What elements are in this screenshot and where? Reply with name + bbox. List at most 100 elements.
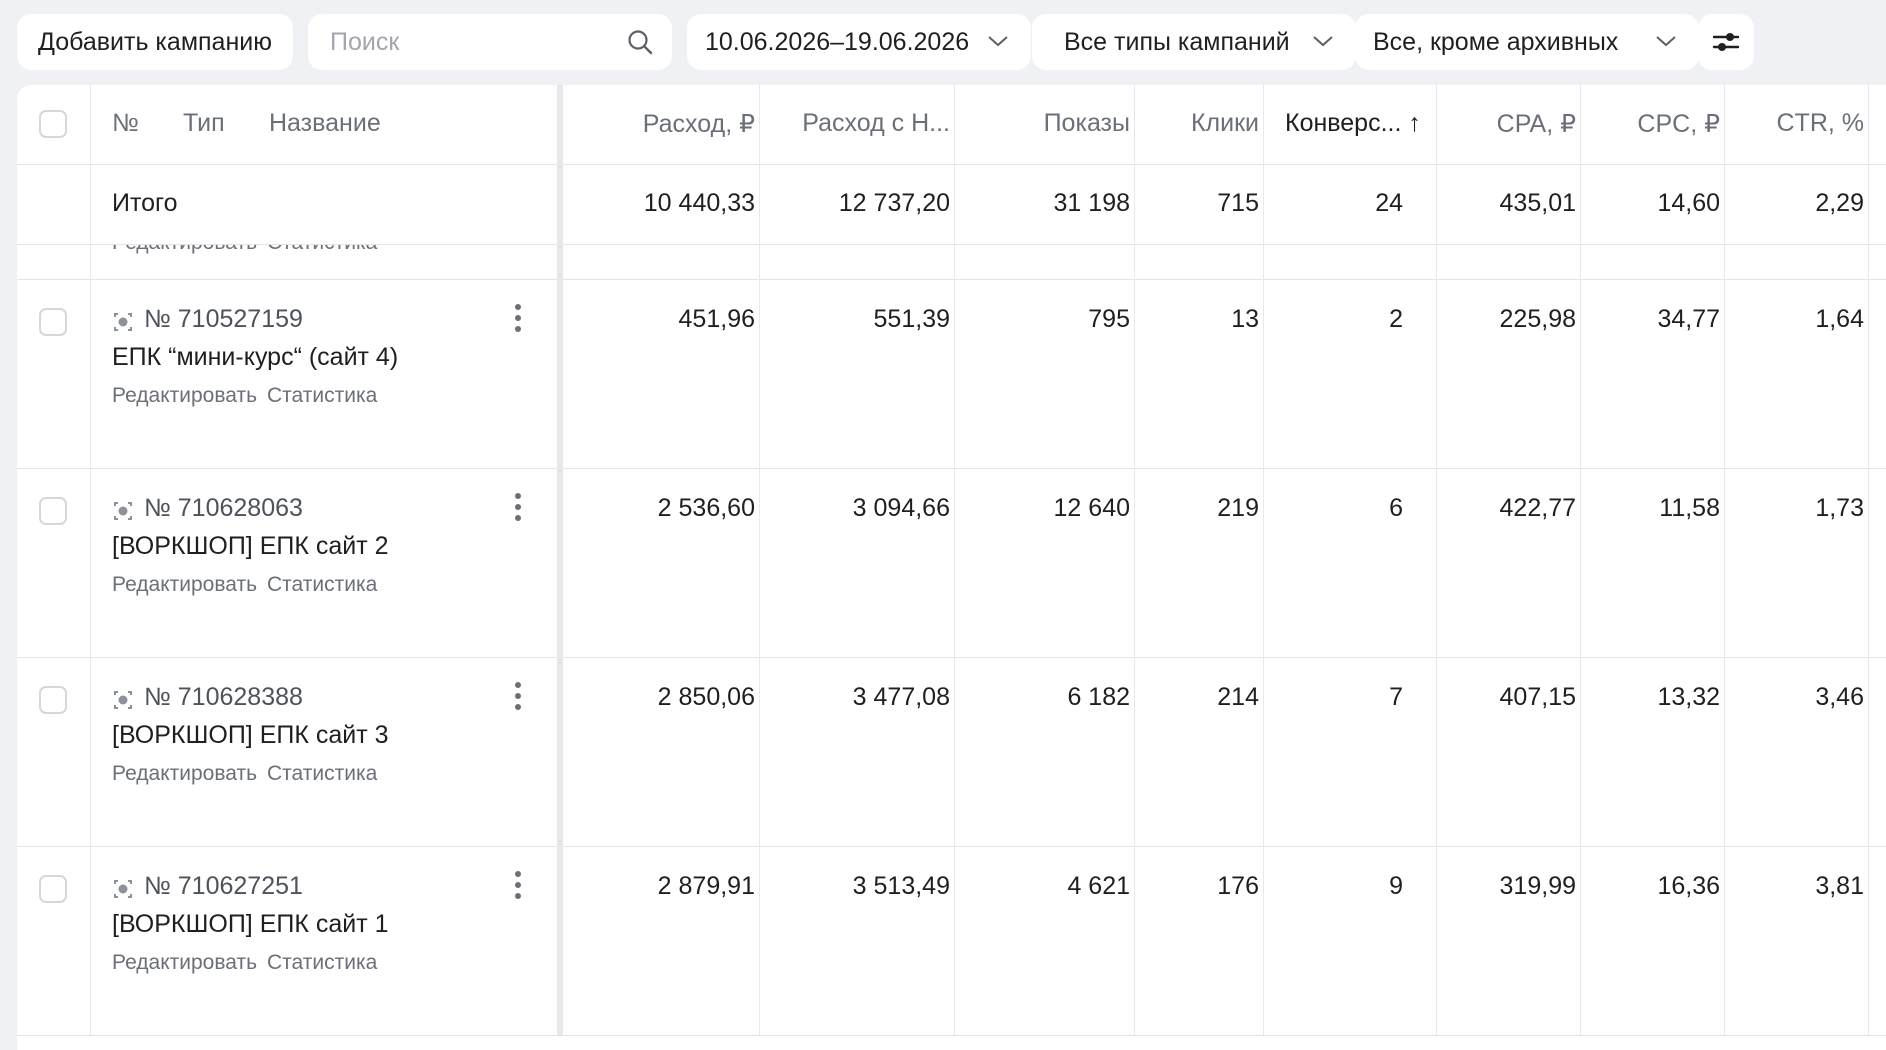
- cell-impressions: 795: [1088, 305, 1130, 333]
- campaign-id: № 710527159: [144, 305, 303, 333]
- total-cpa: 435,01: [1499, 189, 1576, 217]
- cell-cpa: 225,98: [1499, 305, 1576, 333]
- cell-spend: 451,96: [678, 305, 755, 333]
- header-impressions[interactable]: Показы: [1043, 109, 1130, 137]
- header-cpa[interactable]: CPA, ₽: [1496, 110, 1576, 138]
- cell-conversions: 6: [1389, 494, 1403, 522]
- header-clicks[interactable]: Клики: [1190, 109, 1259, 137]
- header-num[interactable]: №: [112, 109, 139, 137]
- cell-clicks: 214: [1217, 683, 1259, 711]
- cell-spend: 2 536,60: [657, 494, 755, 522]
- chevron-down-icon: [1313, 36, 1333, 47]
- cell-spend: 2 850,06: [657, 683, 755, 711]
- more-vertical-icon[interactable]: [514, 680, 522, 712]
- campaign-types-value: Все типы кампаний: [1064, 27, 1290, 56]
- header-spend[interactable]: Расход, ₽: [642, 110, 755, 138]
- edit-link[interactable]: Редактировать: [112, 384, 258, 407]
- campaign-name[interactable]: [ВОРКШОП] ЕПК сайт 2: [112, 532, 389, 560]
- edit-link[interactable]: Редактировать: [112, 951, 258, 974]
- cell-spend-vat: 551,39: [873, 305, 950, 333]
- cell-cpc: 34,77: [1657, 305, 1720, 333]
- search-icon[interactable]: [626, 28, 654, 56]
- header-conversions-label: Конверс...: [1285, 109, 1402, 137]
- cell-clicks: 176: [1217, 872, 1259, 900]
- cell-ctr: 3,81: [1815, 872, 1864, 900]
- chevron-down-icon: [1656, 36, 1676, 47]
- sticky-column-divider[interactable]: [557, 85, 563, 1035]
- header-type[interactable]: Тип: [183, 109, 225, 137]
- campaign-id: № 710627251: [144, 872, 303, 900]
- cell-cpa: 319,99: [1499, 872, 1576, 900]
- cell-impressions: 4 621: [1067, 872, 1130, 900]
- cell-cpa: 407,15: [1499, 683, 1576, 711]
- cell-clicks: 13: [1231, 305, 1259, 333]
- total-label: Итого: [112, 189, 178, 217]
- total-cpc: 14,60: [1657, 189, 1720, 217]
- add-campaign-button[interactable]: Добавить кампанию: [17, 14, 293, 70]
- select-all-checkbox[interactable]: [39, 110, 67, 138]
- cell-ctr: 3,46: [1815, 683, 1864, 711]
- header-cpc[interactable]: CPC, ₽: [1637, 110, 1720, 138]
- more-vertical-icon[interactable]: [514, 491, 522, 523]
- campaigns-table: № Тип Название Расход, ₽ Расход с Н... П…: [17, 85, 1886, 1050]
- header-ctr[interactable]: CTR, %: [1776, 109, 1865, 137]
- total-clicks: 715: [1217, 189, 1259, 217]
- cell-cpc: 13,32: [1657, 683, 1720, 711]
- row-checkbox[interactable]: [39, 308, 67, 336]
- cell-spend-vat: 3 094,66: [852, 494, 950, 522]
- cell-ctr: 1,64: [1815, 305, 1864, 333]
- campaign-name[interactable]: [ВОРКШОП] ЕПК сайт 1: [112, 910, 389, 938]
- sort-ascending-icon: ↑: [1408, 109, 1421, 137]
- cell-conversions: 7: [1389, 683, 1403, 711]
- campaign-id: № 710628063: [144, 494, 303, 522]
- total-impressions: 31 198: [1053, 189, 1130, 217]
- archive-filter-select[interactable]: Все, кроме архивных: [1355, 14, 1699, 70]
- stats-link[interactable]: Статистика: [267, 384, 378, 407]
- stats-link[interactable]: Статистика: [267, 762, 378, 785]
- campaign-types-select[interactable]: Все типы кампаний: [1032, 14, 1356, 70]
- unified-campaign-icon: [114, 502, 132, 520]
- more-vertical-icon[interactable]: [514, 869, 522, 901]
- row-checkbox[interactable]: [39, 686, 67, 714]
- cell-conversions: 9: [1389, 872, 1403, 900]
- cell-ctr: 1,73: [1815, 494, 1864, 522]
- cell-conversions: 2: [1389, 305, 1403, 333]
- search-input[interactable]: [328, 26, 612, 58]
- campaign-id: № 710628388: [144, 683, 303, 711]
- chevron-down-icon: [988, 36, 1008, 47]
- stats-link[interactable]: Статистика: [267, 245, 377, 255]
- row-checkbox[interactable]: [39, 497, 67, 525]
- header-conversions[interactable]: Конверс... ↑: [1285, 109, 1421, 138]
- total-ctr: 2,29: [1815, 189, 1864, 217]
- table-settings-button[interactable]: [1698, 14, 1754, 70]
- campaign-name[interactable]: [ВОРКШОП] ЕПК сайт 3: [112, 721, 389, 749]
- total-spend-vat: 12 737,20: [838, 189, 950, 217]
- unified-campaign-icon: [114, 313, 132, 331]
- row-checkbox[interactable]: [39, 875, 67, 903]
- sliders-icon: [1712, 33, 1740, 51]
- edit-link[interactable]: Редактировать: [112, 573, 258, 596]
- total-spend: 10 440,33: [643, 189, 755, 217]
- campaign-name[interactable]: ЕПК “мини-курс“ (сайт 4): [112, 343, 399, 371]
- cell-cpa: 422,77: [1499, 494, 1576, 522]
- cell-impressions: 6 182: [1067, 683, 1130, 711]
- edit-link[interactable]: Редактировать: [112, 762, 258, 785]
- unified-campaign-icon: [114, 691, 132, 709]
- total-conversions: 24: [1375, 189, 1403, 217]
- header-spend-vat[interactable]: Расход с Н...: [802, 109, 950, 137]
- stats-link[interactable]: Статистика: [267, 951, 378, 974]
- unified-campaign-icon: [114, 880, 132, 898]
- header-name[interactable]: Название: [269, 109, 381, 137]
- add-campaign-label: Добавить кампанию: [38, 27, 272, 56]
- cell-impressions: 12 640: [1053, 494, 1130, 522]
- more-vertical-icon[interactable]: [514, 302, 522, 334]
- cell-spend-vat: 3 477,08: [852, 683, 950, 711]
- edit-link[interactable]: Редактировать: [112, 245, 257, 255]
- partial-row: Редактировать Статистика: [17, 245, 557, 279]
- search-box[interactable]: [308, 14, 672, 70]
- cell-spend-vat: 3 513,49: [852, 872, 950, 900]
- archive-filter-value: Все, кроме архивных: [1373, 27, 1619, 56]
- cell-cpc: 16,36: [1657, 872, 1720, 900]
- stats-link[interactable]: Статистика: [267, 573, 378, 596]
- date-range-select[interactable]: 10.06.2026–19.06.2026: [687, 14, 1031, 70]
